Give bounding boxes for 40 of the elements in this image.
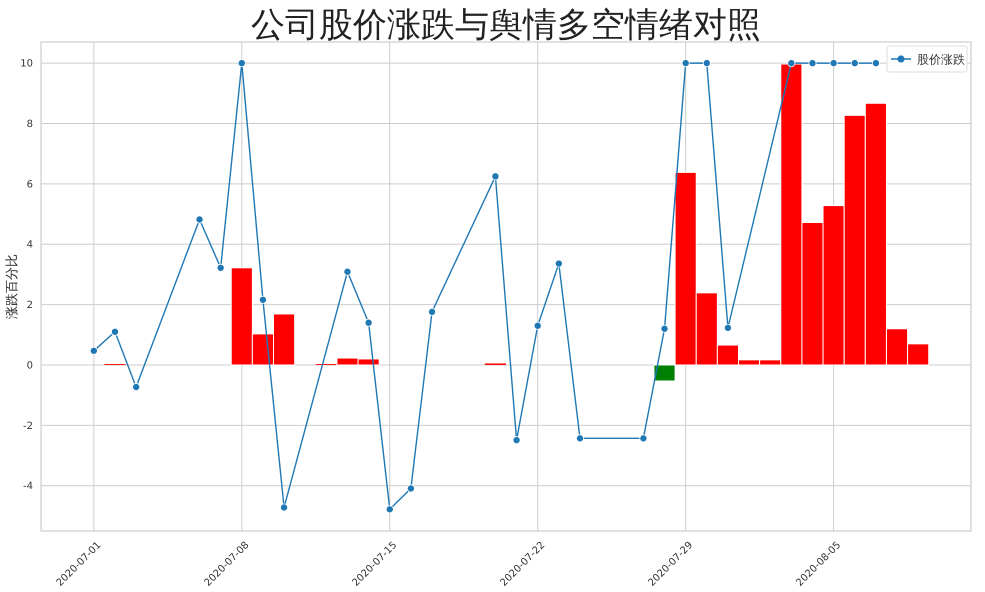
point [90, 346, 98, 355]
point [280, 503, 288, 512]
y-tick-label: -2 [23, 420, 33, 432]
y-tick-label: 2 [26, 300, 33, 312]
y-tick-label: 0 [26, 360, 33, 372]
chart-title: 公司股价涨跌与舆情多空情绪对照 [251, 5, 761, 45]
y-tick-label: 8 [26, 119, 33, 130]
legend-label: 股价涨跌 [917, 52, 965, 66]
point [512, 436, 521, 444]
point [639, 434, 648, 442]
point [787, 59, 796, 68]
legend: 股价涨跌 [886, 46, 968, 72]
point [216, 264, 225, 272]
point [110, 328, 119, 336]
point [872, 59, 880, 68]
point [808, 59, 816, 68]
point [238, 59, 246, 68]
y-tick-label: 6 [26, 179, 33, 190]
point [196, 215, 204, 224]
point [850, 59, 859, 68]
point [406, 484, 415, 492]
point [534, 322, 542, 330]
point [386, 505, 394, 514]
point [364, 318, 373, 327]
y-axis-title: 涨跌百分比 [5, 254, 20, 319]
point [830, 59, 838, 68]
point [491, 172, 500, 180]
point [682, 59, 690, 68]
point [702, 59, 711, 68]
point [343, 268, 352, 276]
point [258, 296, 267, 304]
point [554, 260, 563, 268]
y-tick-label: 10 [20, 58, 33, 70]
y-tick-label: -4 [23, 481, 33, 492]
point [576, 434, 584, 442]
y-tick-label: 4 [26, 240, 33, 251]
point [660, 324, 669, 333]
point [132, 383, 140, 392]
point [428, 308, 436, 316]
point [724, 324, 732, 332]
